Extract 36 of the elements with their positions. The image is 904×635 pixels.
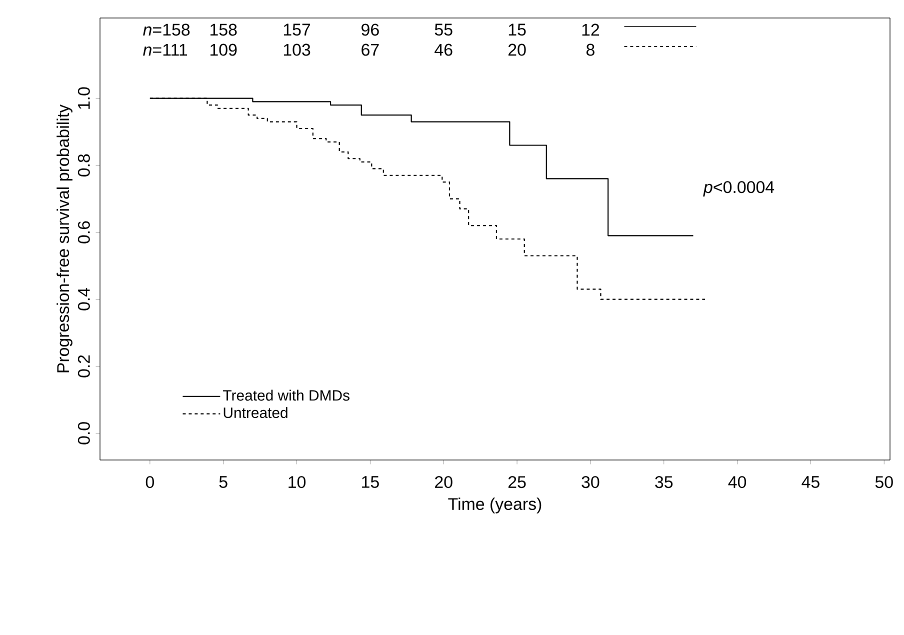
annotation: 20 [508, 44, 526, 56]
x-tick-label: 30 [582, 476, 600, 488]
annotation: n=158 [143, 24, 190, 36]
y-tick-label: 0.8 [78, 154, 90, 176]
x-tick-label: 50 [875, 476, 893, 488]
x-tick-label: 15 [362, 476, 379, 488]
legend-label: Treated with DMDs [223, 390, 350, 401]
y-tick-label: 0.2 [78, 355, 90, 378]
y-tick-label: 0.6 [78, 221, 90, 244]
annotation: 157 [284, 24, 310, 36]
y-tick-label: 0.4 [78, 288, 90, 310]
y-tick-label: 0.0 [78, 422, 90, 444]
annotation: 12 [582, 24, 600, 36]
x-tick-label: 5 [219, 476, 228, 488]
annotation: p<0.0004 [703, 181, 774, 196]
annotation: 46 [434, 44, 452, 56]
x-tick-label: 40 [728, 476, 746, 488]
annotation: 15 [508, 24, 526, 36]
x-tick-label: 10 [288, 476, 306, 488]
x-tick-label: 0 [146, 476, 154, 488]
annotation: 109 [210, 44, 237, 56]
x-tick-label: 25 [508, 476, 526, 488]
annotation: 55 [434, 24, 452, 36]
y-axis-title: Progression-free survival probability [56, 104, 72, 372]
annotation: 67 [362, 44, 379, 56]
legend-label: Untreated [224, 407, 288, 418]
y-tick-label: 1.0 [78, 87, 90, 109]
x-tick-label: 45 [802, 476, 820, 488]
annotation: 8 [586, 44, 594, 56]
annotation: n=111 [143, 44, 188, 56]
x-tick-label: 20 [435, 476, 452, 488]
x-axis-title: Time (years) [448, 498, 542, 514]
x-tick-label: 35 [655, 476, 673, 488]
annotation: 96 [362, 24, 379, 36]
annotation: 103 [284, 44, 310, 56]
annotation: 158 [210, 24, 237, 36]
